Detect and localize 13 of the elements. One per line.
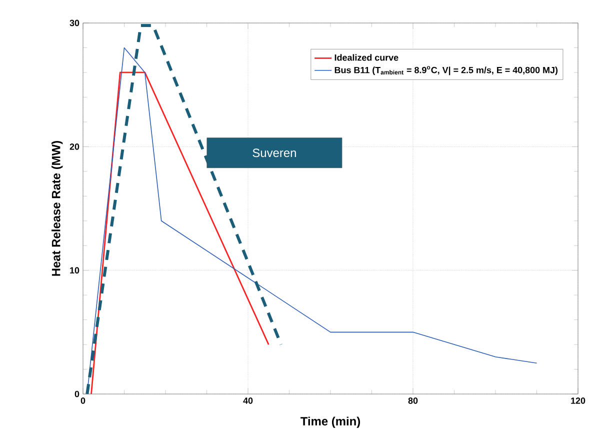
x-tick-label: 80 (408, 398, 418, 404)
y-tick-label: 30 (70, 20, 80, 26)
y-tick-label: 20 (70, 143, 80, 150)
y-tick-label: 0 (74, 390, 80, 398)
text: Suveren (252, 148, 296, 158)
x-tick-label: 120 (571, 398, 586, 404)
legend-label: Bus B11 (T$_{ambient}$ = 8.9$^{o}$C, V| = 2.5 m/s, E = 40,800 MJ) (334, 66, 558, 76)
x-tick-label: 40 (243, 398, 253, 404)
x-axis-title: Time (min) (300, 416, 360, 428)
x-tick-label: 0 (80, 398, 86, 404)
y-tick-label: 10 (70, 267, 80, 274)
legend-label: Idealized curve (334, 54, 398, 61)
y-axis-title: Heat Release Rate (MW) (52, 141, 63, 276)
